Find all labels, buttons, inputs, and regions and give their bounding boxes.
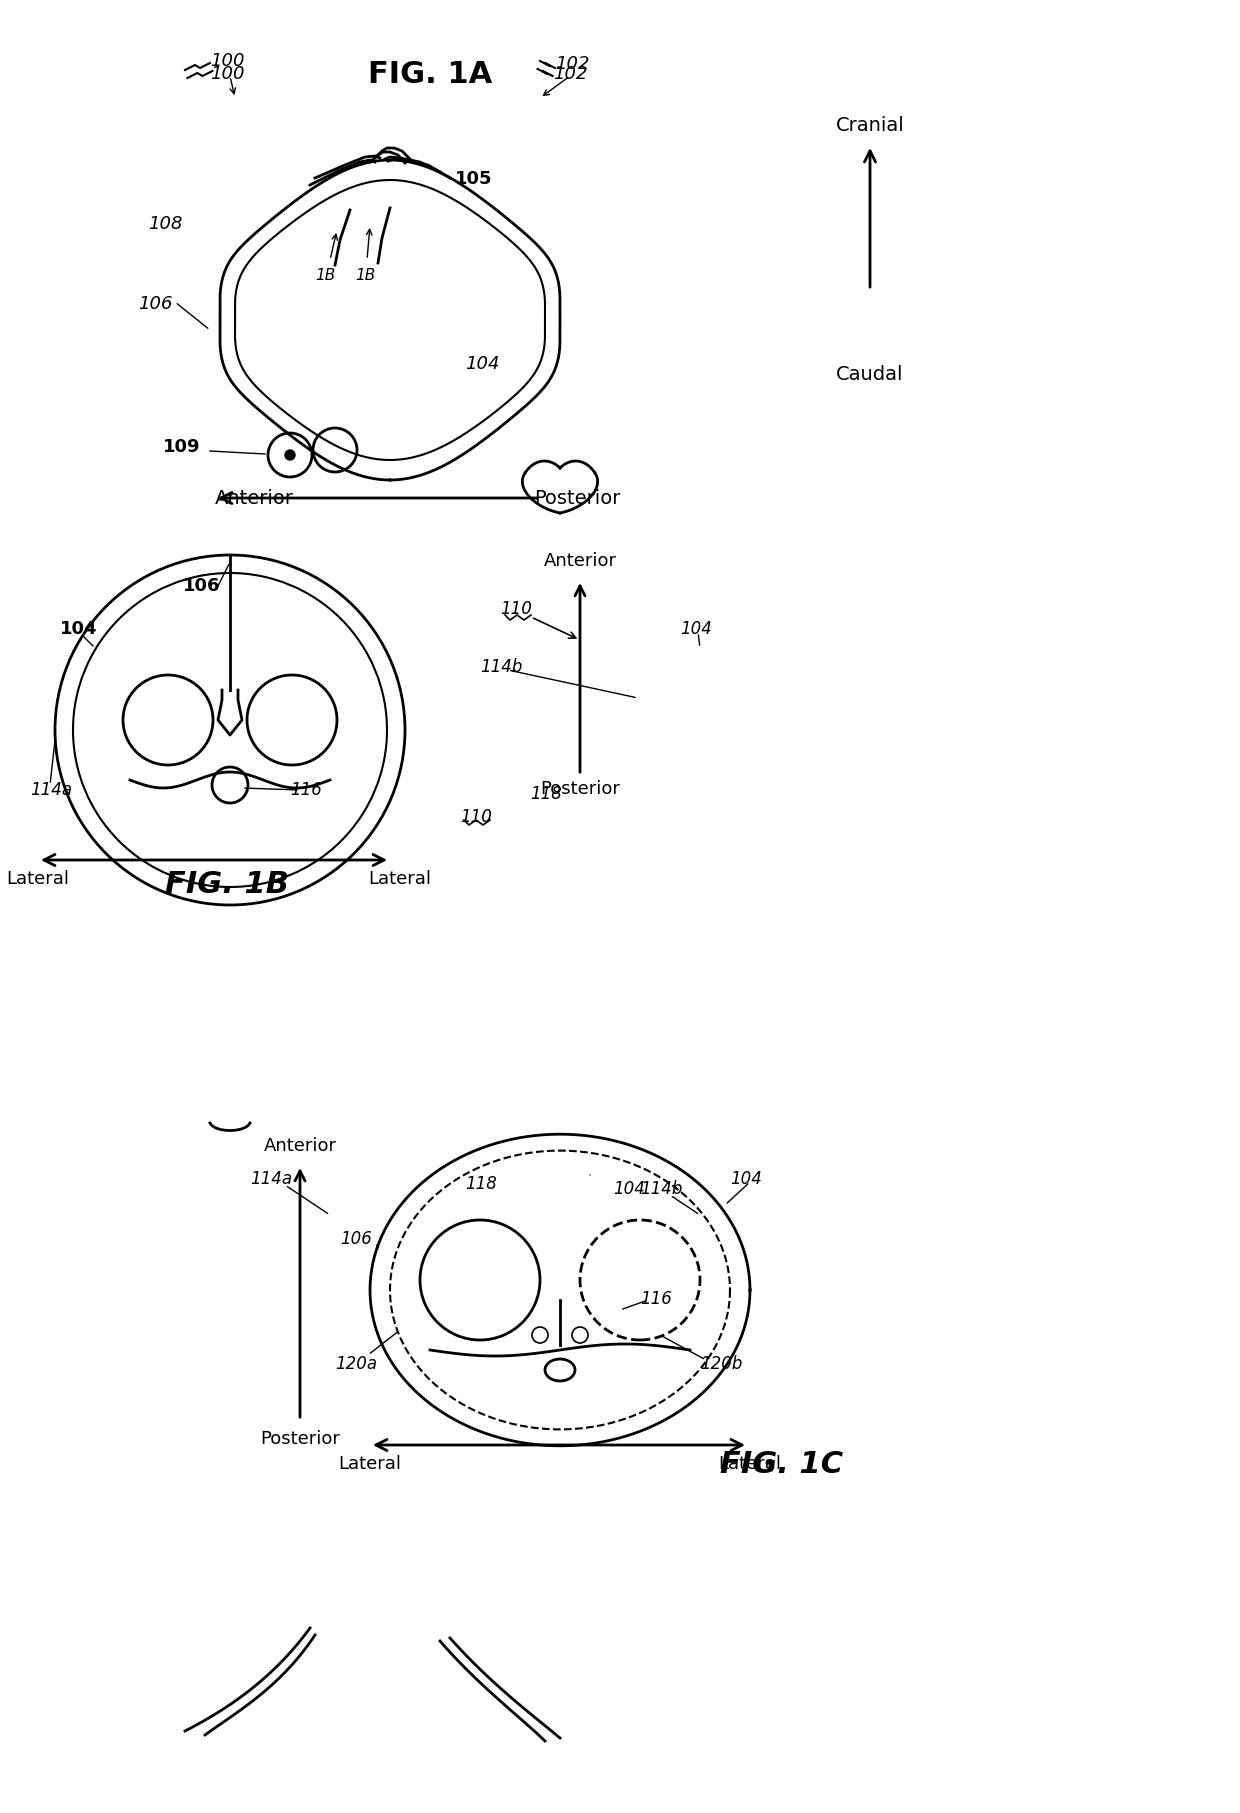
Text: Lateral: Lateral — [718, 1456, 781, 1472]
Text: 114a: 114a — [30, 781, 72, 800]
Text: 100: 100 — [210, 53, 244, 71]
Text: 116: 116 — [640, 1291, 672, 1307]
Text: Lateral: Lateral — [339, 1456, 402, 1472]
Text: 114b: 114b — [480, 658, 522, 676]
Text: 102: 102 — [553, 65, 588, 83]
Text: Lateral: Lateral — [6, 870, 69, 888]
Text: 104: 104 — [613, 1180, 645, 1198]
Text: 114a: 114a — [250, 1169, 293, 1188]
Text: 104: 104 — [465, 355, 500, 373]
Text: Posterior: Posterior — [541, 780, 620, 798]
Text: 109: 109 — [162, 439, 201, 457]
Text: Posterior: Posterior — [260, 1430, 340, 1449]
Text: Cranial: Cranial — [836, 116, 904, 134]
Text: 110: 110 — [500, 600, 532, 618]
Text: 116: 116 — [290, 781, 322, 800]
Text: 102: 102 — [556, 54, 589, 73]
Text: 120a: 120a — [335, 1354, 377, 1372]
Text: 106: 106 — [138, 296, 172, 314]
Text: Anterior: Anterior — [215, 488, 294, 508]
Text: FIG. 1B: FIG. 1B — [165, 870, 289, 899]
Text: 120b: 120b — [701, 1354, 743, 1372]
Text: 106: 106 — [340, 1229, 372, 1247]
Text: FIG. 1C: FIG. 1C — [720, 1450, 843, 1479]
Text: 104: 104 — [60, 620, 98, 638]
Text: 106: 106 — [184, 577, 221, 595]
Text: 105: 105 — [455, 170, 492, 189]
Text: 1B: 1B — [355, 268, 376, 283]
Text: Caudal: Caudal — [836, 364, 904, 384]
Text: Lateral: Lateral — [368, 870, 432, 888]
Text: 114b: 114b — [640, 1180, 682, 1198]
Text: 108: 108 — [148, 216, 182, 234]
Circle shape — [285, 450, 295, 461]
Text: 100: 100 — [210, 65, 244, 83]
Text: 118: 118 — [529, 785, 562, 803]
Text: Posterior: Posterior — [533, 488, 620, 508]
Text: 104: 104 — [730, 1169, 761, 1188]
Text: Anterior: Anterior — [543, 551, 616, 569]
Text: 110: 110 — [460, 809, 492, 827]
Text: 1B: 1B — [315, 268, 335, 283]
Text: 104: 104 — [680, 620, 712, 638]
Text: FIG. 1A: FIG. 1A — [368, 60, 492, 89]
Text: 118: 118 — [465, 1175, 497, 1193]
Text: Anterior: Anterior — [263, 1137, 336, 1155]
